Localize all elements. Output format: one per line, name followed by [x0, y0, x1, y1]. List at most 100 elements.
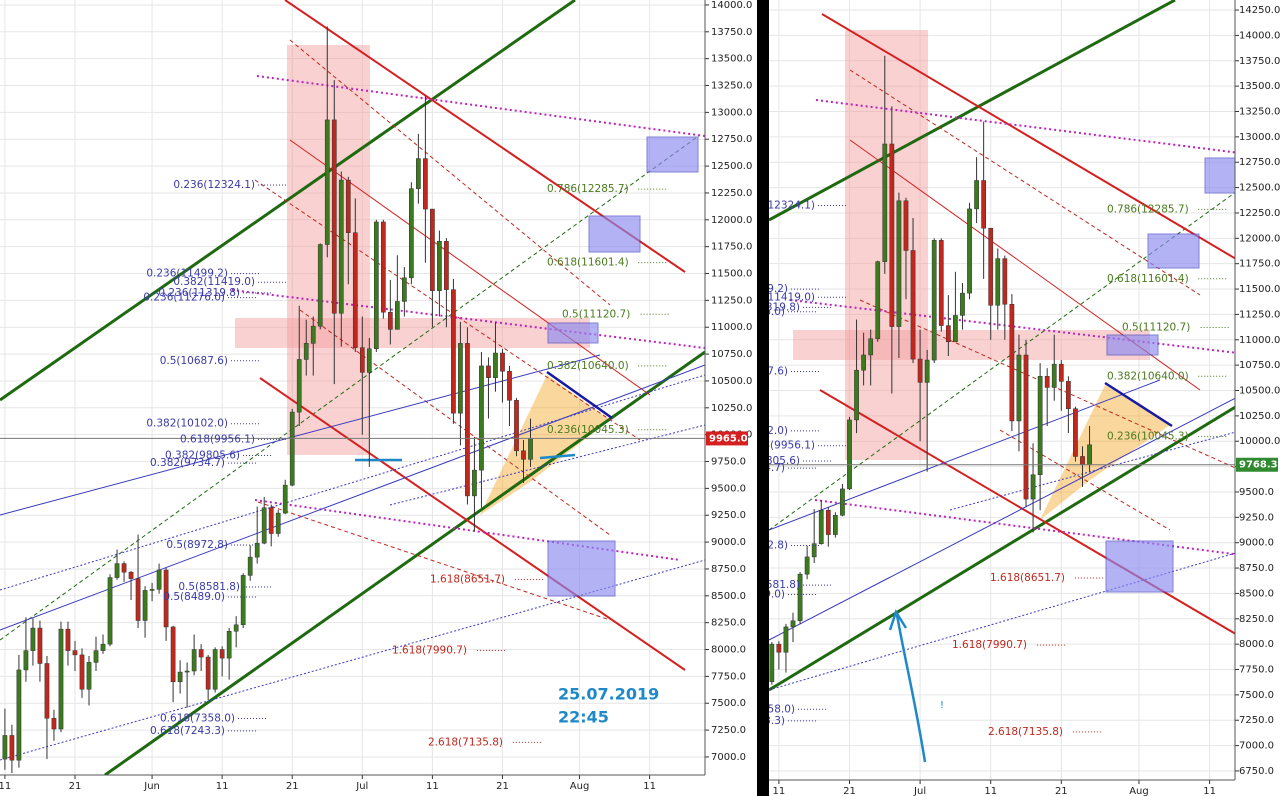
left-panel-bg: [0, 0, 757, 796]
y-tick-label: 10250.0: [711, 403, 752, 414]
candle-body: [528, 438, 533, 460]
candle-body: [896, 200, 902, 327]
candle-body: [903, 200, 909, 251]
y-tick-label: 11750.0: [1239, 259, 1280, 270]
candle-body: [444, 241, 449, 290]
pattern: [1040, 385, 1170, 520]
level-label: 0.382(11419.0): [733, 291, 815, 303]
y-tick-label: 12500.0: [1239, 183, 1280, 194]
y-tick-label: 13500.0: [711, 54, 752, 65]
target-box: [1106, 334, 1159, 356]
x-tick-label: Jul: [355, 781, 368, 792]
target-box: [547, 322, 599, 344]
candle-body: [847, 419, 852, 490]
y-tick-label: 8250.0: [711, 618, 746, 629]
candle-body: [289, 411, 295, 486]
y-tick-label: 9500.0: [1239, 487, 1274, 498]
candle-body: [924, 359, 930, 383]
candle-body: [1037, 376, 1043, 475]
candle-body: [233, 624, 239, 632]
candle-body: [479, 365, 484, 471]
drawings-right: [769, 0, 1235, 763]
level-label: 0.382(10102.0): [146, 418, 228, 430]
y-tick-label: 8750.0: [1239, 563, 1274, 574]
candle-body: [128, 571, 134, 579]
candle-body: [345, 179, 351, 233]
level-label: 0.236(10045.3): [1107, 431, 1189, 443]
y-tick-label: 9750.0: [711, 457, 746, 468]
x-tick-label: Aug: [1129, 786, 1149, 796]
zone: [793, 330, 1150, 360]
blue-line: [949, 431, 1235, 511]
y-tick-label: 11000.0: [1239, 335, 1280, 346]
candle-body: [247, 556, 253, 576]
candle-body: [1051, 363, 1057, 388]
candle-body: [1016, 354, 1022, 422]
candle-body: [198, 649, 204, 658]
trend-line: [0, 0, 576, 402]
candle-body: [282, 484, 288, 514]
y-tick-label: 9250.0: [1239, 512, 1274, 523]
candle-body: [854, 369, 859, 421]
x-tick-label: 21: [843, 786, 856, 796]
candle-body: [500, 352, 505, 372]
target-box: [646, 136, 699, 173]
candle-body: [275, 512, 281, 534]
candle-body: [373, 221, 379, 349]
channel-line: [821, 13, 1235, 260]
hand-arrow-head: [888, 609, 908, 631]
x-tick-label: Jun: [143, 781, 160, 792]
level-label: 0.236(12324.1): [173, 179, 255, 191]
candle-body: [868, 338, 874, 356]
x-tick-label: Jul: [913, 786, 926, 796]
candle-body: [811, 543, 817, 558]
candle-body: [1030, 474, 1036, 500]
y-tick-label: 12500.0: [711, 161, 752, 172]
candle-body: [507, 371, 512, 401]
y-tick-label: 10000.0: [1239, 436, 1280, 447]
y-tick-label: 8500.0: [711, 591, 746, 602]
x-tick-label: 11: [984, 786, 997, 796]
channel-line: [859, 299, 1235, 469]
y-tick-label: 11000.0: [711, 322, 752, 333]
level-label: 0.236(11319.8): [158, 287, 240, 299]
level-label: 1.618(7990.7): [952, 639, 1027, 651]
candle-body: [177, 671, 183, 683]
candle-body: [416, 158, 421, 189]
candle-body: [875, 261, 881, 340]
candle-body: [910, 250, 916, 360]
level-label: 0.618(7243.3): [150, 725, 225, 737]
y-tick-label: 10500.0: [1239, 386, 1280, 397]
level-label: 0.618(7243.3): [710, 715, 785, 727]
level-label: 0.618(11601.4): [547, 257, 629, 269]
price-tag-label: 9768.3: [1239, 460, 1278, 471]
candle-body: [409, 188, 414, 279]
blue-line: [546, 370, 613, 420]
y-tick-label: 9000.0: [711, 537, 746, 548]
y-tick-label: 11250.0: [711, 295, 752, 306]
candle-body: [1023, 354, 1029, 500]
y-tick-label: 14000.0: [1239, 30, 1280, 41]
candle-body: [825, 509, 831, 535]
y-tick-label: 8250.0: [1239, 614, 1274, 625]
candle-body: [100, 643, 106, 651]
candle-body: [107, 577, 113, 645]
candle-body: [1009, 304, 1015, 422]
trend-line: [104, 350, 705, 775]
y-tick-label: 7250.0: [711, 725, 746, 736]
channel-line: [819, 389, 1235, 635]
blue-line: [1104, 381, 1173, 428]
candle-body: [917, 358, 923, 383]
x-tick-label: 21: [1055, 786, 1068, 796]
candle-body: [995, 258, 1001, 306]
level-label: 0.382(10102.0): [706, 425, 788, 437]
candle-body: [1002, 258, 1008, 305]
level-label: 0.5(8581.8): [178, 581, 240, 593]
candle-body: [324, 119, 330, 245]
price-tag-label: 9965.0: [709, 433, 748, 444]
blue-line: [0, 354, 601, 516]
x-tick-label: 21: [69, 781, 82, 792]
channel-line: [289, 39, 611, 306]
